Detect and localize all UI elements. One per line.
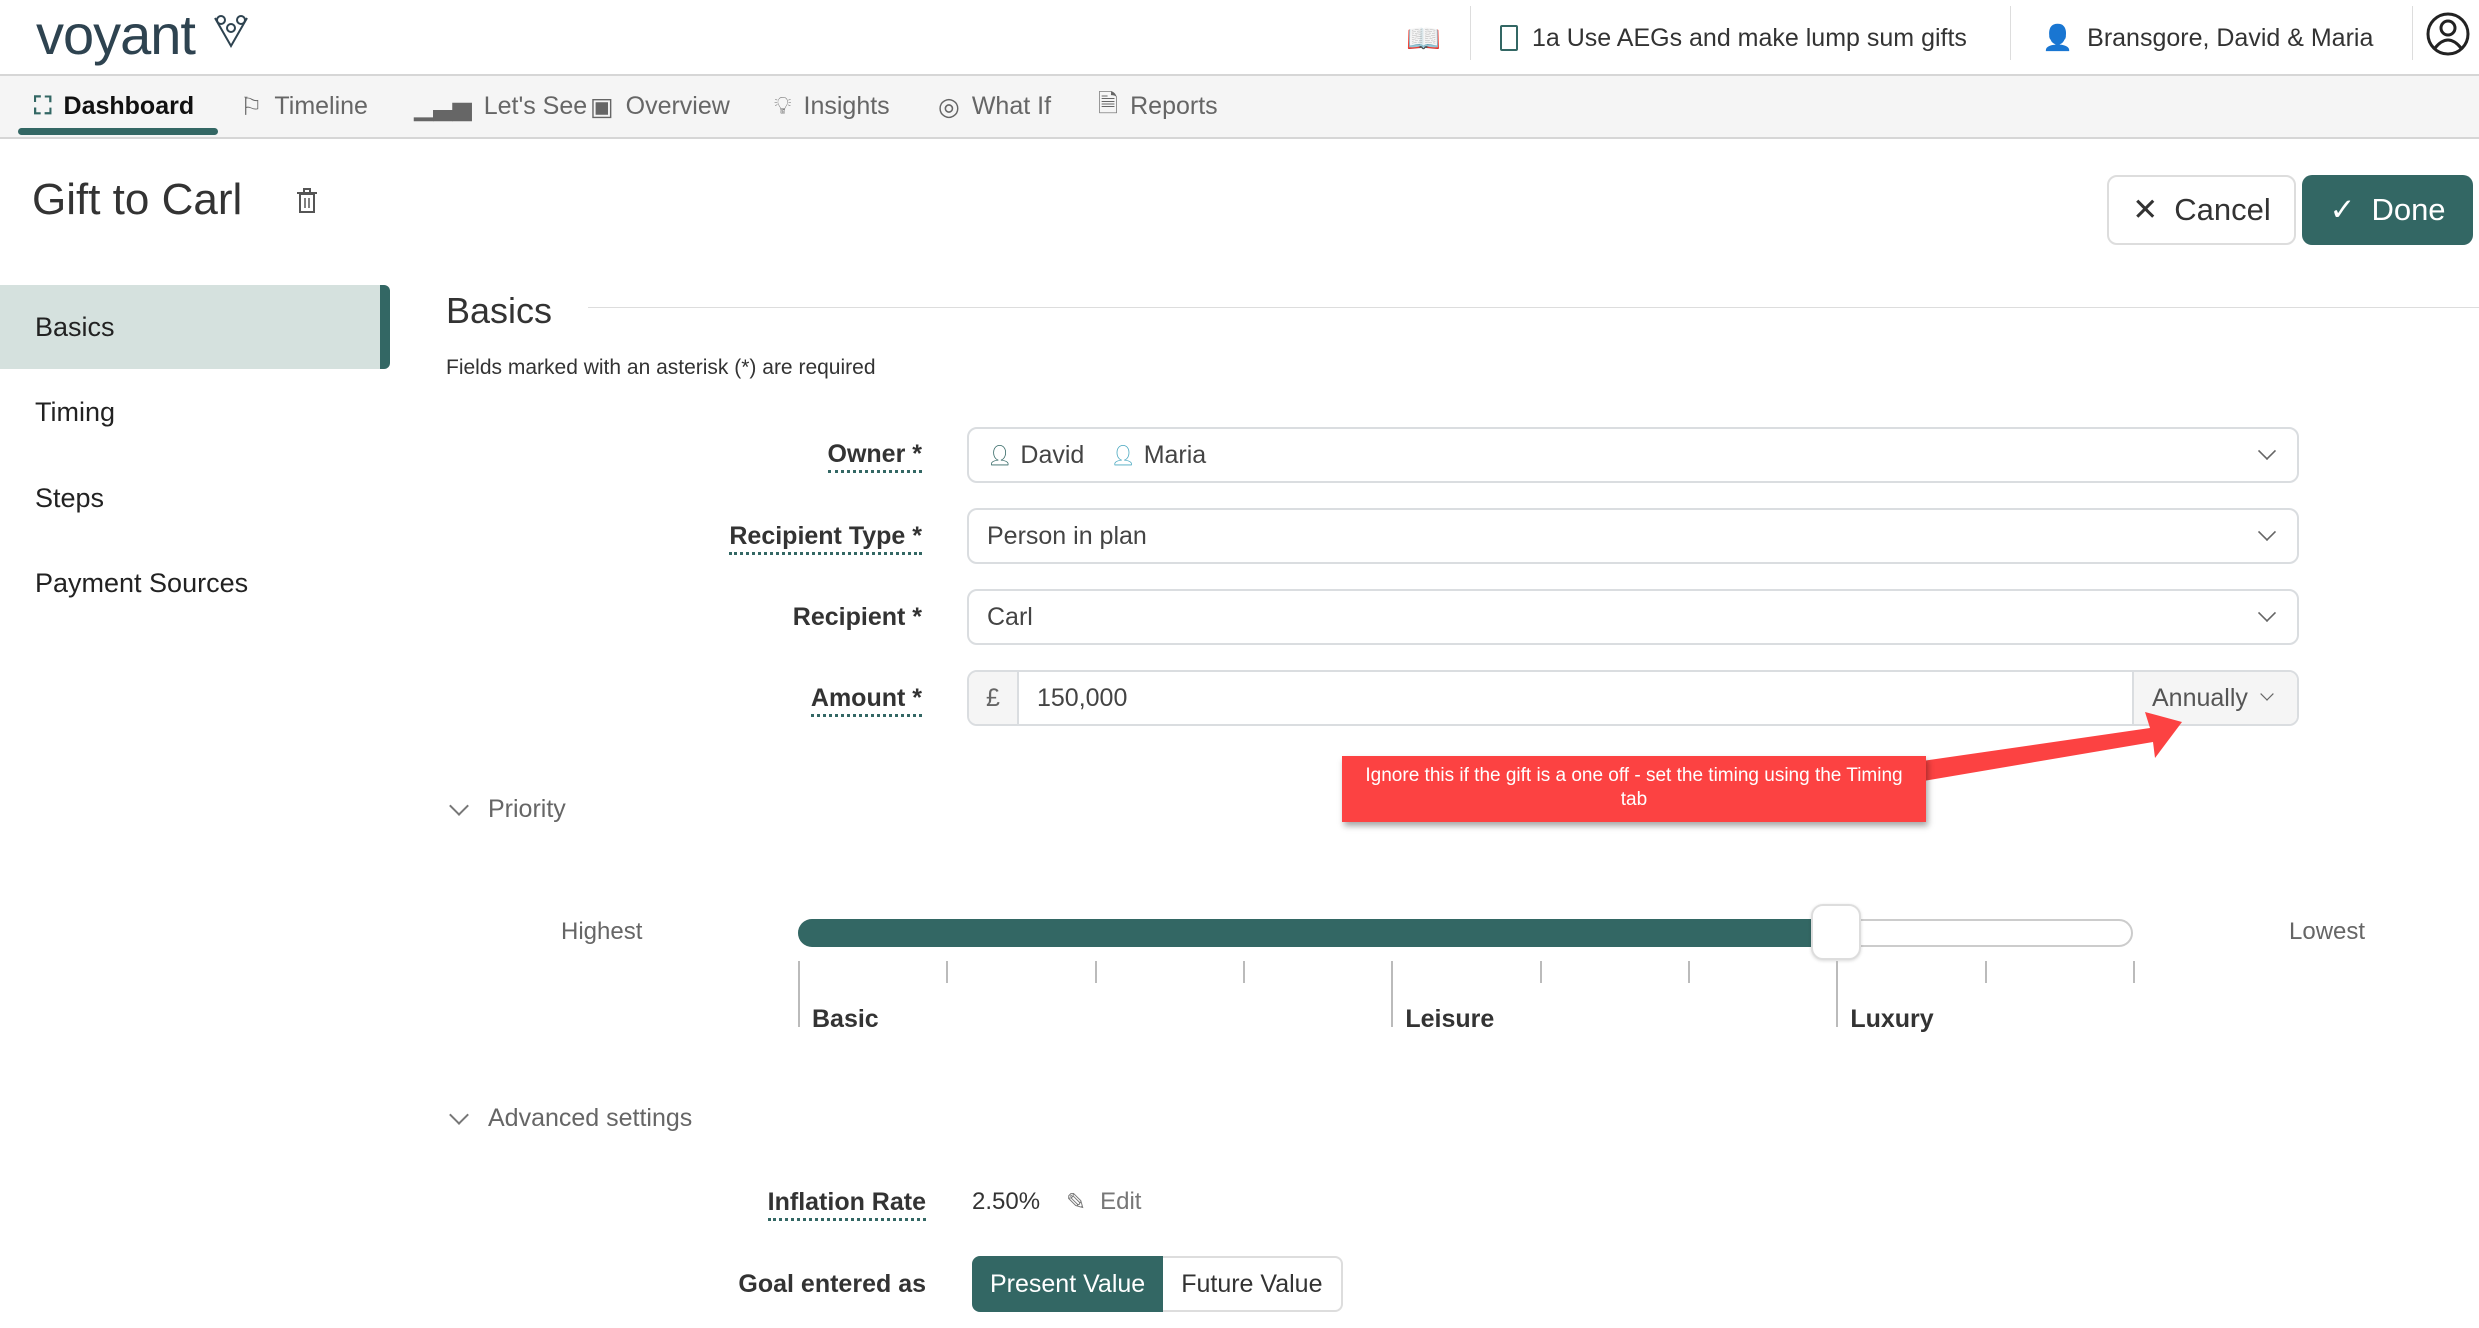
amount-input[interactable]: 150,000 [1037,683,1128,712]
tab-timeline[interactable]: ⚐ Timeline [240,92,368,121]
tab-insights[interactable]: 💡︎ Insights [774,92,890,120]
priority-tick [1539,961,1542,983]
chevron-down-icon [449,795,469,816]
recipient-type-label: Recipient Type * [729,522,922,555]
lightbulb-icon: 💡︎ [774,92,792,120]
bar-chart-icon: ▁▃▅ [414,92,472,121]
dashboard-icon: ⛶ [34,92,52,120]
priority-tick [1243,961,1245,983]
lowest-label: Lowest [2289,918,2366,945]
priority-slider[interactable] [798,919,2133,947]
priority-tick [1984,961,1987,983]
priority-slider-thumb[interactable] [1811,904,1862,960]
pdf-icon: 🗎 [1098,90,1119,118]
client-selector[interactable]: 👤 Bransgore, David & Maria [2042,0,2373,76]
what-if-icon: ◎ [938,92,960,121]
priority-ticks: Basic Leisure Luxury [798,961,2135,1033]
trash-icon[interactable] [296,188,318,214]
active-tab-indicator [18,128,218,135]
user-account-icon[interactable] [2426,12,2470,56]
person-icon: 👤︎ [987,444,1013,467]
chevron-down-icon [2257,522,2277,542]
cancel-button[interactable]: ✕ Cancel [2107,175,2296,245]
highest-label: Highest [561,918,643,945]
priority-toggle[interactable]: Priority [449,795,566,824]
priority-slider-fill [798,919,1839,947]
amount-group: £ 150,000 Annually [967,670,2299,726]
client-name: Bransgore, David & Maria [2087,23,2374,52]
currency-symbol: £ [969,672,1019,724]
owner-label: Owner * [827,440,922,473]
priority-level-label: Basic [812,1005,879,1033]
priority-level-label: Luxury [1850,1005,1934,1033]
report-icon: ▣ [590,92,614,121]
top-bar: voyant 📖 1a Use AEGs and make lump sum g… [0,0,2479,76]
owner-select[interactable]: 👤︎ David 👤︎ Maria [967,427,2299,483]
tab-what-if[interactable]: ◎ What If [938,92,1052,121]
tab-lets-see[interactable]: ▁▃▅ Let's See [414,92,588,121]
chevron-down-icon [2257,441,2277,461]
goal-entered-toggle: Present Value Future Value [972,1256,1343,1312]
sidebar-item-payment-sources[interactable]: Payment Sources [35,567,249,598]
tab-dashboard[interactable]: ⛶ Dashboard [34,92,195,120]
flag-icon: ⚐ [240,92,263,121]
advanced-settings-toggle[interactable]: Advanced settings [449,1104,692,1133]
priority-tick [1688,961,1690,983]
priority-level-label: Leisure [1405,1005,1495,1033]
priority-tick [1094,961,1097,983]
logo: voyant [36,3,196,66]
chevron-down-icon [2257,603,2277,623]
goal-entered-label: Goal entered as [738,1270,926,1298]
future-value-option[interactable]: Future Value [1163,1256,1343,1312]
required-note: Fields marked with an asterisk (*) are r… [446,356,876,379]
edit-inflation-button[interactable]: ✎ Edit [1066,1188,1142,1216]
sidebar-item-timing[interactable]: Timing [35,396,116,427]
amount-label: Amount * [810,684,922,717]
priority-tick [798,961,800,1027]
chevron-down-icon [449,1104,469,1125]
report-icon [1500,25,1518,51]
recipient-type-select[interactable]: Person in plan [967,508,2299,564]
divider [588,307,2479,308]
sidebar-item-basics[interactable]: Basics [0,285,390,369]
priority-tick [2133,961,2135,983]
close-icon: ✕ [2132,192,2159,227]
inflation-rate-label: Inflation Rate [767,1188,926,1221]
person-icon: 👤︎ [1110,444,1136,467]
priority-tick [1836,961,1839,1027]
frequency-select[interactable]: Annually [2132,672,2297,724]
section-title: Basics [446,290,553,331]
guide-book-icon[interactable]: 📖 [1406,22,1441,54]
people-icon: 👤 [2042,23,2074,52]
sidebar-item-steps[interactable]: Steps [35,482,105,513]
present-value-option[interactable]: Present Value [972,1256,1164,1312]
pencil-icon: ✎ [1066,1189,1087,1216]
tab-reports[interactable]: 🗎 Reports [1098,76,1218,137]
priority-tick [1391,961,1394,1027]
done-button[interactable]: ✓ Done [2302,175,2473,245]
priority-tick [946,961,949,983]
page-title: Gift to Carl [32,175,243,224]
logo-mark-icon [214,15,248,49]
callout-arrow [1860,712,2182,790]
annotation-callout: Ignore this if the gift is a one off - s… [1342,756,1926,822]
inflation-rate-value: 2.50% [972,1188,1041,1215]
plan-selector[interactable]: 1a Use AEGs and make lump sum gifts [1500,0,1967,76]
plan-name: 1a Use AEGs and make lump sum gifts [1532,23,1967,52]
tab-overview[interactable]: ▣ Overview [590,92,730,121]
chevron-down-icon [2260,687,2274,701]
recipient-select[interactable]: Carl [967,589,2299,645]
main-nav: ⛶ Dashboard ⚐ Timeline ▁▃▅ Let's See ▣ Overv… [0,76,2479,139]
check-icon: ✓ [2329,192,2356,227]
recipient-label: Recipient * [792,603,922,631]
